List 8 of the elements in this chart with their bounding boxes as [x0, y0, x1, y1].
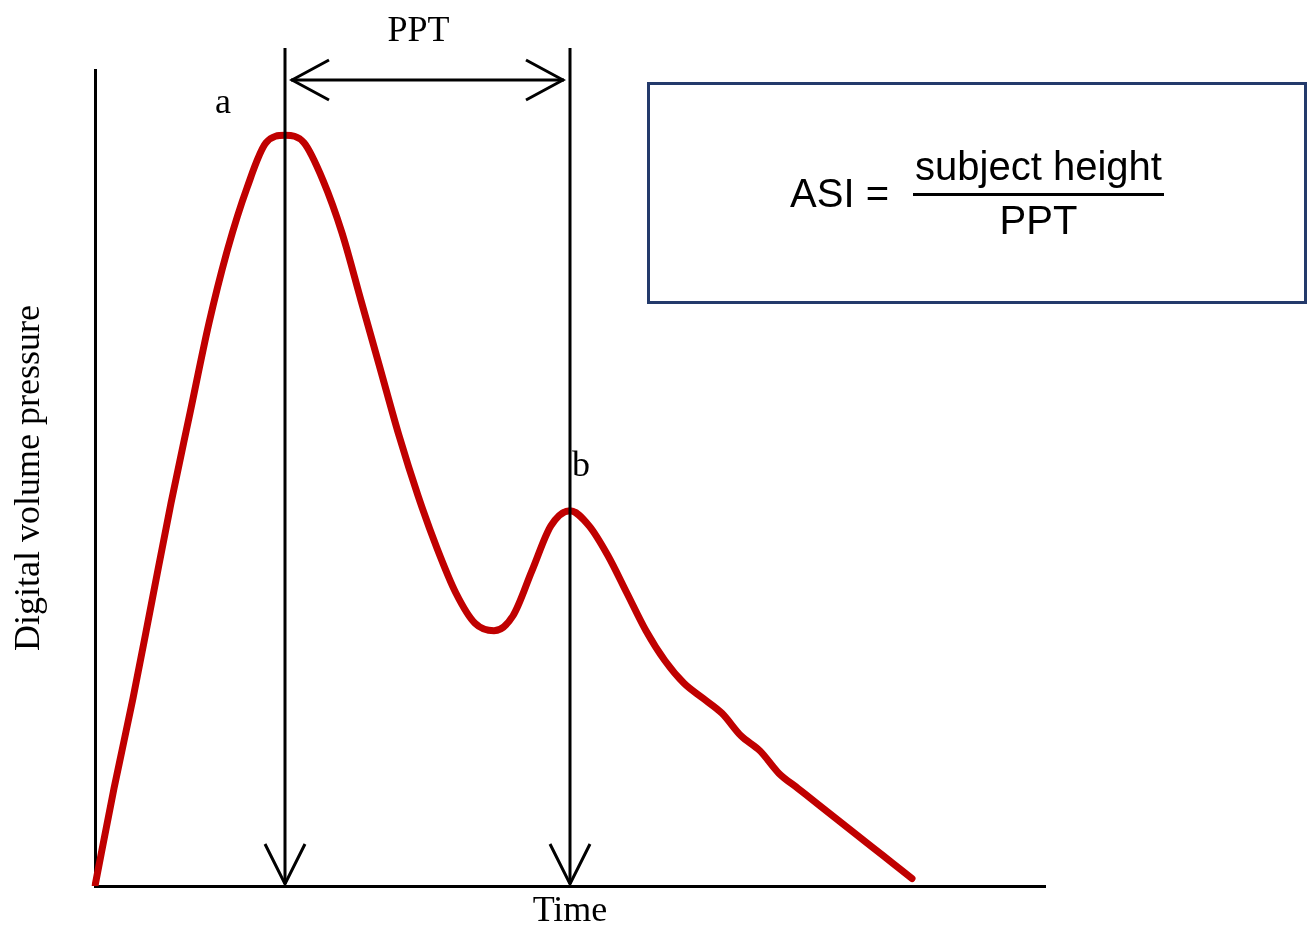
annotation: b	[572, 442, 590, 485]
text: PPT	[387, 8, 450, 50]
y-axis-title: Digital volume pressure	[7, 305, 48, 651]
annotation: PPT	[913, 192, 1164, 243]
text: a	[215, 80, 231, 123]
annotation: subject height	[914, 143, 1163, 190]
annotation: ASI =	[790, 170, 890, 216]
x-axis-title: Time	[532, 888, 608, 929]
